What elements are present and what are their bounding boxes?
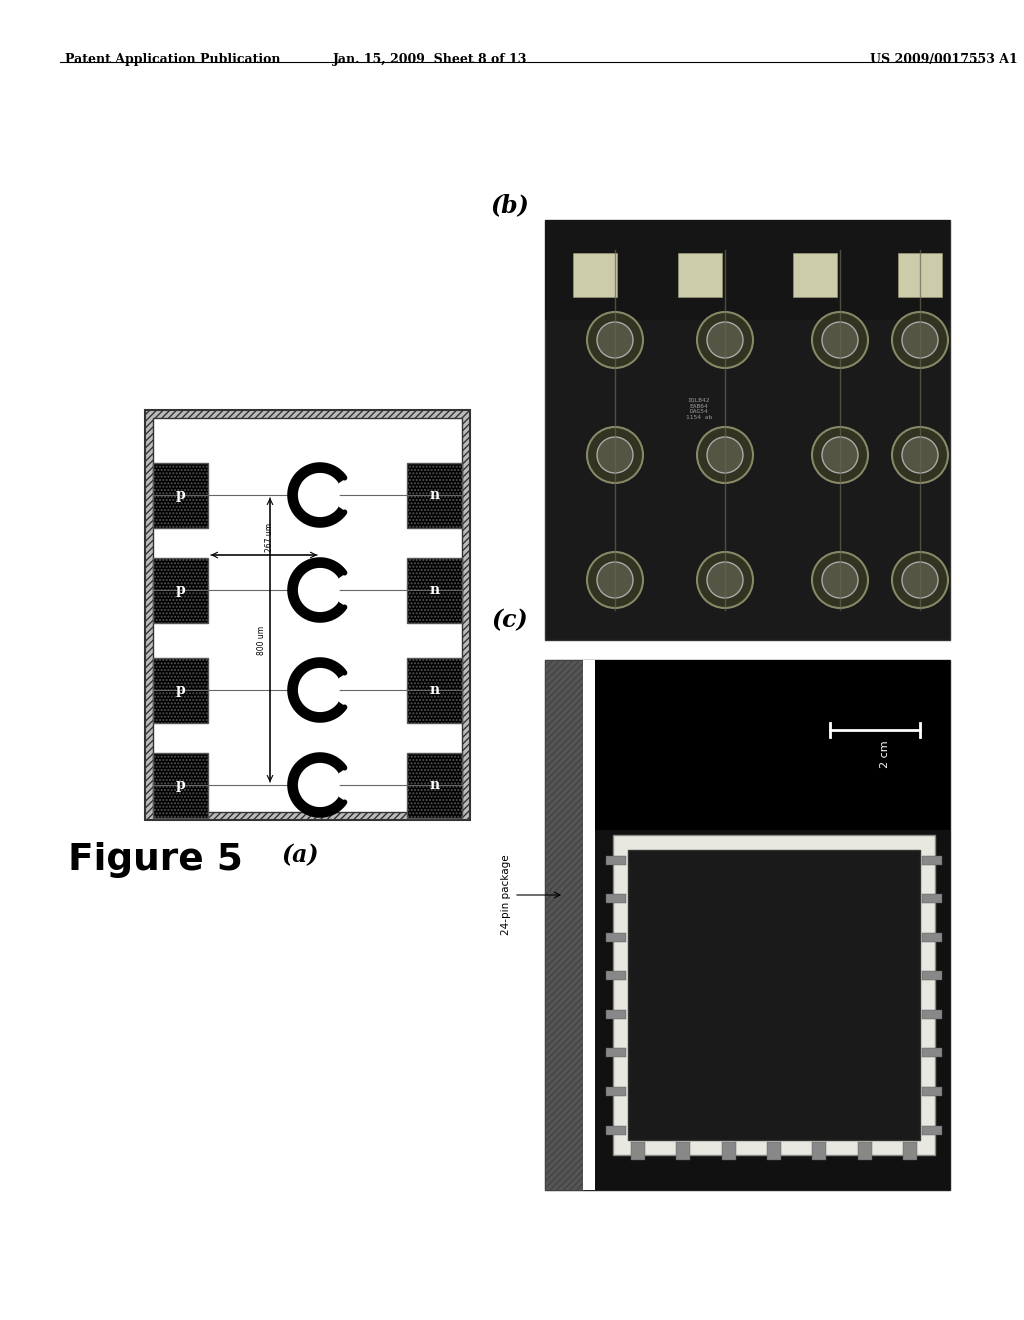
Bar xyxy=(407,752,462,817)
Bar xyxy=(631,1142,645,1160)
Bar xyxy=(595,660,950,830)
Text: n: n xyxy=(429,583,439,597)
Circle shape xyxy=(707,562,743,598)
Bar xyxy=(153,418,462,812)
Text: 267 um: 267 um xyxy=(264,523,273,552)
Text: Jan. 15, 2009  Sheet 8 of 13: Jan. 15, 2009 Sheet 8 of 13 xyxy=(333,53,527,66)
Bar xyxy=(922,1126,942,1134)
Bar xyxy=(606,894,626,903)
Circle shape xyxy=(902,437,938,473)
Bar xyxy=(545,220,950,640)
Circle shape xyxy=(587,312,643,368)
Bar xyxy=(812,1142,826,1160)
Polygon shape xyxy=(301,766,339,804)
Circle shape xyxy=(892,552,948,609)
Bar xyxy=(793,253,837,297)
Bar xyxy=(153,462,208,528)
Bar xyxy=(676,1142,690,1160)
Circle shape xyxy=(707,322,743,358)
Bar xyxy=(922,1086,942,1096)
Bar xyxy=(153,752,208,817)
Bar xyxy=(606,1048,626,1057)
Bar xyxy=(573,253,617,297)
Text: p: p xyxy=(176,488,185,502)
Bar xyxy=(583,660,595,1191)
Circle shape xyxy=(697,552,753,609)
Text: 800 um: 800 um xyxy=(257,626,266,655)
Bar xyxy=(922,855,942,865)
Bar xyxy=(545,660,583,1191)
Bar xyxy=(922,933,942,941)
Text: n: n xyxy=(429,777,439,792)
Text: p: p xyxy=(176,682,185,697)
Bar xyxy=(613,836,935,1155)
Text: 2 cm: 2 cm xyxy=(880,741,890,768)
Bar xyxy=(903,1142,918,1160)
Bar xyxy=(606,1086,626,1096)
Bar xyxy=(606,933,626,941)
Bar xyxy=(606,1010,626,1019)
Circle shape xyxy=(587,426,643,483)
Circle shape xyxy=(812,312,868,368)
Bar xyxy=(678,253,722,297)
Bar xyxy=(153,657,208,722)
Bar xyxy=(922,1010,942,1019)
Text: Patent Application Publication: Patent Application Publication xyxy=(65,53,281,66)
Circle shape xyxy=(697,426,753,483)
Bar xyxy=(153,557,208,623)
Text: (b): (b) xyxy=(490,193,529,216)
Text: (a): (a) xyxy=(282,843,318,867)
Bar xyxy=(922,894,942,903)
Bar xyxy=(722,1142,735,1160)
Bar xyxy=(606,1126,626,1134)
Bar xyxy=(606,855,626,865)
Text: Figure 5: Figure 5 xyxy=(68,842,243,878)
Bar xyxy=(545,220,950,319)
Text: (c): (c) xyxy=(492,609,528,632)
Text: IQLB42
EAB64
DAG54
1154 ab: IQLB42 EAB64 DAG54 1154 ab xyxy=(686,397,712,420)
Circle shape xyxy=(892,426,948,483)
Text: n: n xyxy=(429,682,439,697)
Bar xyxy=(407,557,462,623)
Polygon shape xyxy=(301,477,339,513)
Bar xyxy=(407,657,462,722)
Bar xyxy=(767,1142,781,1160)
Circle shape xyxy=(812,552,868,609)
Circle shape xyxy=(697,312,753,368)
Circle shape xyxy=(587,552,643,609)
Bar xyxy=(407,462,462,528)
Bar xyxy=(858,1142,871,1160)
Circle shape xyxy=(822,562,858,598)
Text: US 2009/0017553 A1: US 2009/0017553 A1 xyxy=(870,53,1018,66)
Bar xyxy=(145,411,470,820)
Circle shape xyxy=(812,426,868,483)
Circle shape xyxy=(707,437,743,473)
Circle shape xyxy=(822,322,858,358)
Circle shape xyxy=(902,322,938,358)
Bar xyxy=(922,972,942,981)
Text: n: n xyxy=(429,488,439,502)
Polygon shape xyxy=(301,671,339,709)
Circle shape xyxy=(892,312,948,368)
Circle shape xyxy=(597,562,633,598)
Circle shape xyxy=(902,562,938,598)
Text: p: p xyxy=(176,583,185,597)
Bar xyxy=(898,253,942,297)
Bar xyxy=(606,972,626,981)
Bar xyxy=(545,660,950,1191)
Bar xyxy=(922,1048,942,1057)
Circle shape xyxy=(597,322,633,358)
Text: p: p xyxy=(176,777,185,792)
Circle shape xyxy=(597,437,633,473)
Bar xyxy=(628,850,920,1140)
Circle shape xyxy=(822,437,858,473)
Bar xyxy=(595,660,950,1191)
Text: 24-pin package: 24-pin package xyxy=(501,854,511,936)
Polygon shape xyxy=(301,572,339,609)
